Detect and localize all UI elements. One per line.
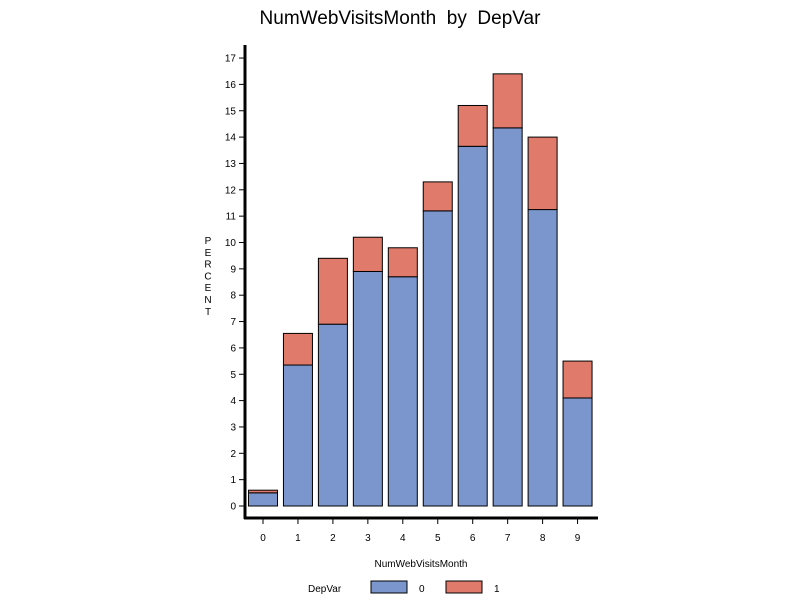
y-axis-label-letter: E <box>205 283 212 294</box>
bar-segment-1-cat-6 <box>457 104 488 147</box>
bar-segment-0-cat-9 <box>562 397 593 507</box>
x-tick-label: 9 <box>575 533 581 544</box>
bar-segment-1-cat-4 <box>387 247 418 278</box>
y-axis-label-letter: P <box>205 236 212 247</box>
y-tick-label: 14 <box>225 133 237 144</box>
bar-segment-0-cat-8 <box>527 209 558 507</box>
x-tick-label: 4 <box>400 533 406 544</box>
chart-title: NumWebVisitsMonth by DepVar <box>260 8 542 29</box>
legend-label-0: 0 <box>419 584 425 595</box>
y-tick-label: 1 <box>230 475 236 486</box>
y-tick-label: 8 <box>230 291 236 302</box>
x-tick-label: 5 <box>435 533 441 544</box>
y-tick-label: 15 <box>225 106 237 117</box>
bar-segment-0-cat-5 <box>422 210 453 507</box>
y-tick-label: 3 <box>230 422 236 433</box>
x-tick-label: 1 <box>295 533 301 544</box>
y-tick-label: 9 <box>230 264 236 275</box>
y-tick-label: 2 <box>230 449 236 460</box>
bar-segment-1-cat-7 <box>492 73 523 129</box>
y-tick-label: 0 <box>230 502 236 513</box>
y-tick-label: 16 <box>225 80 237 91</box>
legend-title: DepVar <box>308 584 342 595</box>
y-axis-label-letter: E <box>205 248 212 259</box>
x-ticks: 0 1 2 3 4 5 6 7 8 9 <box>260 518 581 544</box>
y-tick-label: 10 <box>225 238 237 249</box>
bar-segment-0-cat-4 <box>387 276 418 507</box>
x-tick-label: 7 <box>505 533 511 544</box>
bar-segment-1-cat-1 <box>282 332 313 366</box>
legend-swatch-0 <box>370 580 408 594</box>
y-axis-label-letter: R <box>204 260 211 271</box>
bar-segment-1-cat-8 <box>527 136 558 211</box>
bars <box>248 73 593 507</box>
bar-segment-0-cat-3 <box>352 270 383 507</box>
bar-segment-0-cat-0 <box>248 492 278 507</box>
bar-segment-1-cat-5 <box>422 181 453 212</box>
y-tick-label: 12 <box>225 185 237 196</box>
x-tick-label: 0 <box>260 533 266 544</box>
y-axis-label-letter: N <box>204 295 211 306</box>
x-tick-label: 8 <box>540 533 546 544</box>
bar-segment-1-cat-2 <box>317 257 348 325</box>
y-tick-label: 11 <box>226 212 237 223</box>
y-tick-label: 17 <box>225 54 237 65</box>
y-tick-label: 6 <box>230 343 236 354</box>
bar-segment-1-cat-0 <box>248 489 278 494</box>
y-axis-label-letter: C <box>204 271 211 282</box>
y-tick-label: 4 <box>230 396 236 407</box>
y-tick-label: 7 <box>230 317 236 328</box>
legend: DepVar 0 1 <box>308 580 500 595</box>
y-axis-label-letter: T <box>205 307 211 318</box>
bar-segment-1-cat-9 <box>562 360 593 399</box>
legend-label-1: 1 <box>494 584 500 595</box>
bar-segment-1-cat-3 <box>352 236 383 272</box>
x-tick-label: 6 <box>470 533 476 544</box>
y-tick-label: 13 <box>225 159 237 170</box>
x-tick-label: 3 <box>365 533 371 544</box>
bar-segment-0-cat-1 <box>282 364 313 507</box>
x-axis-label: NumWebVisitsMonth <box>375 559 468 570</box>
y-tick-label: 5 <box>230 370 236 381</box>
bar-segment-0-cat-6 <box>457 145 488 507</box>
x-tick-label: 2 <box>330 533 336 544</box>
legend-swatch-1 <box>445 580 483 594</box>
bar-segment-0-cat-7 <box>492 127 523 507</box>
bar-segment-0-cat-2 <box>317 323 348 507</box>
